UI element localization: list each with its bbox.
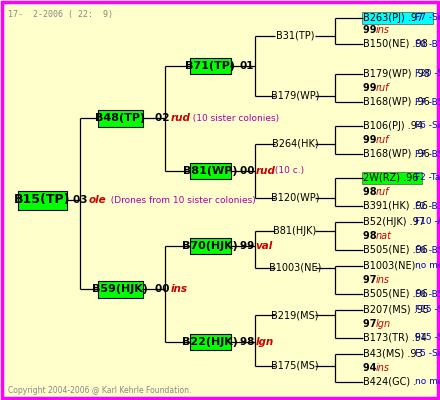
Text: F5 -SinopEgg86R: F5 -SinopEgg86R bbox=[415, 350, 440, 358]
Text: F0 -B505(OH): F0 -B505(OH) bbox=[415, 290, 440, 298]
FancyBboxPatch shape bbox=[190, 238, 231, 254]
Text: B59(HJK): B59(HJK) bbox=[92, 284, 148, 294]
Text: 00: 00 bbox=[240, 166, 258, 176]
Text: B15(TP): B15(TP) bbox=[14, 194, 70, 206]
Text: B81(WP): B81(WP) bbox=[183, 166, 237, 176]
Text: 2W(RZ) .96: 2W(RZ) .96 bbox=[363, 173, 418, 183]
FancyBboxPatch shape bbox=[190, 334, 231, 350]
Text: 98: 98 bbox=[363, 187, 380, 197]
Text: 01: 01 bbox=[240, 61, 254, 71]
Text: 99: 99 bbox=[363, 83, 380, 93]
FancyBboxPatch shape bbox=[98, 110, 143, 126]
Text: 99: 99 bbox=[363, 25, 380, 35]
Text: ruf: ruf bbox=[376, 83, 389, 93]
Text: rud: rud bbox=[256, 166, 275, 176]
Text: F0 -B505(OH): F0 -B505(OH) bbox=[415, 246, 440, 254]
Text: ins: ins bbox=[171, 284, 187, 294]
Text: B31(TP): B31(TP) bbox=[276, 31, 314, 41]
Text: ins: ins bbox=[376, 25, 390, 35]
Text: (10 sister colonies): (10 sister colonies) bbox=[187, 114, 279, 122]
Text: 17-  2-2006 ( 22:  9): 17- 2-2006 ( 22: 9) bbox=[8, 10, 113, 19]
Text: F20 -Sinop62R: F20 -Sinop62R bbox=[415, 70, 440, 78]
Text: F0 -B150(NE): F0 -B150(NE) bbox=[415, 40, 440, 48]
Text: B424(GC) .: B424(GC) . bbox=[363, 377, 416, 387]
Text: B43(MS) .93: B43(MS) .93 bbox=[363, 349, 423, 359]
Text: 99: 99 bbox=[363, 135, 380, 145]
Text: F7 -SinopEgg86R: F7 -SinopEgg86R bbox=[415, 14, 440, 22]
Text: F2 -Takab93R: F2 -Takab93R bbox=[415, 174, 440, 182]
FancyBboxPatch shape bbox=[362, 172, 422, 184]
Text: 99: 99 bbox=[240, 241, 258, 251]
Text: F15 -Sinop62R: F15 -Sinop62R bbox=[415, 306, 440, 314]
Text: B70(HJK): B70(HJK) bbox=[182, 241, 238, 251]
Text: nat: nat bbox=[376, 231, 392, 241]
Text: no more: no more bbox=[415, 262, 440, 270]
Text: 98: 98 bbox=[240, 337, 258, 347]
FancyBboxPatch shape bbox=[190, 58, 231, 74]
Text: B22(HJK): B22(HJK) bbox=[182, 337, 238, 347]
Text: B1003(NE): B1003(NE) bbox=[269, 263, 321, 273]
Text: B71(TP): B71(TP) bbox=[185, 61, 235, 71]
Text: B168(WP) .96: B168(WP) .96 bbox=[363, 97, 430, 107]
Text: B505(NE) .96: B505(NE) .96 bbox=[363, 289, 428, 299]
Text: B263(PJ) .97: B263(PJ) .97 bbox=[363, 13, 423, 23]
Text: val: val bbox=[256, 241, 273, 251]
Text: B219(MS): B219(MS) bbox=[271, 310, 319, 320]
Text: 94: 94 bbox=[363, 363, 380, 373]
Text: F7 -B55(HK): F7 -B55(HK) bbox=[415, 150, 440, 158]
Text: 97: 97 bbox=[363, 319, 380, 329]
Text: B179(WP) .98: B179(WP) .98 bbox=[363, 69, 430, 79]
Text: ruf: ruf bbox=[376, 135, 389, 145]
FancyBboxPatch shape bbox=[362, 12, 433, 24]
Text: no more: no more bbox=[415, 378, 440, 386]
Text: B150(NE) .98: B150(NE) .98 bbox=[363, 39, 428, 49]
Text: 02: 02 bbox=[155, 113, 173, 123]
Text: (10 c.): (10 c.) bbox=[272, 166, 304, 176]
Text: F6 -SinopEgg86R: F6 -SinopEgg86R bbox=[415, 122, 440, 130]
Text: ole: ole bbox=[88, 195, 106, 205]
Text: B48(TP): B48(TP) bbox=[95, 113, 145, 123]
Text: ins: ins bbox=[376, 275, 390, 285]
Text: B175(MS): B175(MS) bbox=[271, 361, 319, 371]
Text: F2 -B391(HK): F2 -B391(HK) bbox=[415, 202, 440, 210]
Text: F15 -Sinop62R: F15 -Sinop62R bbox=[415, 334, 440, 342]
Text: lgn: lgn bbox=[256, 337, 274, 347]
FancyBboxPatch shape bbox=[98, 280, 143, 298]
FancyBboxPatch shape bbox=[190, 163, 231, 179]
Text: Copyright 2004-2006 @ Karl Kehrle Foundation.: Copyright 2004-2006 @ Karl Kehrle Founda… bbox=[8, 386, 191, 395]
Text: B173(TR) .94: B173(TR) .94 bbox=[363, 333, 427, 343]
Text: B179(WP): B179(WP) bbox=[271, 91, 319, 101]
Text: 97: 97 bbox=[363, 275, 380, 285]
Text: B168(WP) .96: B168(WP) .96 bbox=[363, 149, 430, 159]
Text: B120(WP): B120(WP) bbox=[271, 193, 319, 203]
Text: B391(HK) .96: B391(HK) .96 bbox=[363, 201, 428, 211]
Text: 98: 98 bbox=[363, 231, 380, 241]
Text: rud: rud bbox=[171, 113, 191, 123]
Text: B52(HJK) .97: B52(HJK) .97 bbox=[363, 217, 425, 227]
Text: (Drones from 10 sister colonies): (Drones from 10 sister colonies) bbox=[105, 196, 256, 204]
Text: ruf: ruf bbox=[376, 187, 389, 197]
Text: F10 -AthosS180R: F10 -AthosS180R bbox=[415, 218, 440, 226]
FancyBboxPatch shape bbox=[18, 190, 66, 210]
Text: lgn: lgn bbox=[376, 319, 391, 329]
Text: F7 -B55(HK): F7 -B55(HK) bbox=[415, 98, 440, 106]
Text: B1003(NE) .: B1003(NE) . bbox=[363, 261, 422, 271]
Text: 03: 03 bbox=[73, 195, 91, 205]
Text: B207(MS) .95: B207(MS) .95 bbox=[363, 305, 429, 315]
Text: B106(PJ) .94: B106(PJ) .94 bbox=[363, 121, 423, 131]
Text: 00: 00 bbox=[155, 284, 173, 294]
Text: B81(HJK): B81(HJK) bbox=[273, 226, 317, 236]
Text: B505(NE) .96: B505(NE) .96 bbox=[363, 245, 428, 255]
Text: B264(HK): B264(HK) bbox=[271, 139, 318, 149]
Text: ins: ins bbox=[376, 363, 390, 373]
